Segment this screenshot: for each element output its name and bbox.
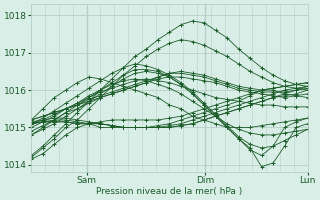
X-axis label: Pression niveau de la mer( hPa ): Pression niveau de la mer( hPa ) bbox=[96, 187, 243, 196]
